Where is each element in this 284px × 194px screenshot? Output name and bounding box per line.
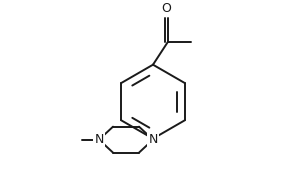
Text: N: N [148, 133, 158, 146]
Text: N: N [94, 133, 104, 146]
Text: O: O [161, 2, 171, 15]
